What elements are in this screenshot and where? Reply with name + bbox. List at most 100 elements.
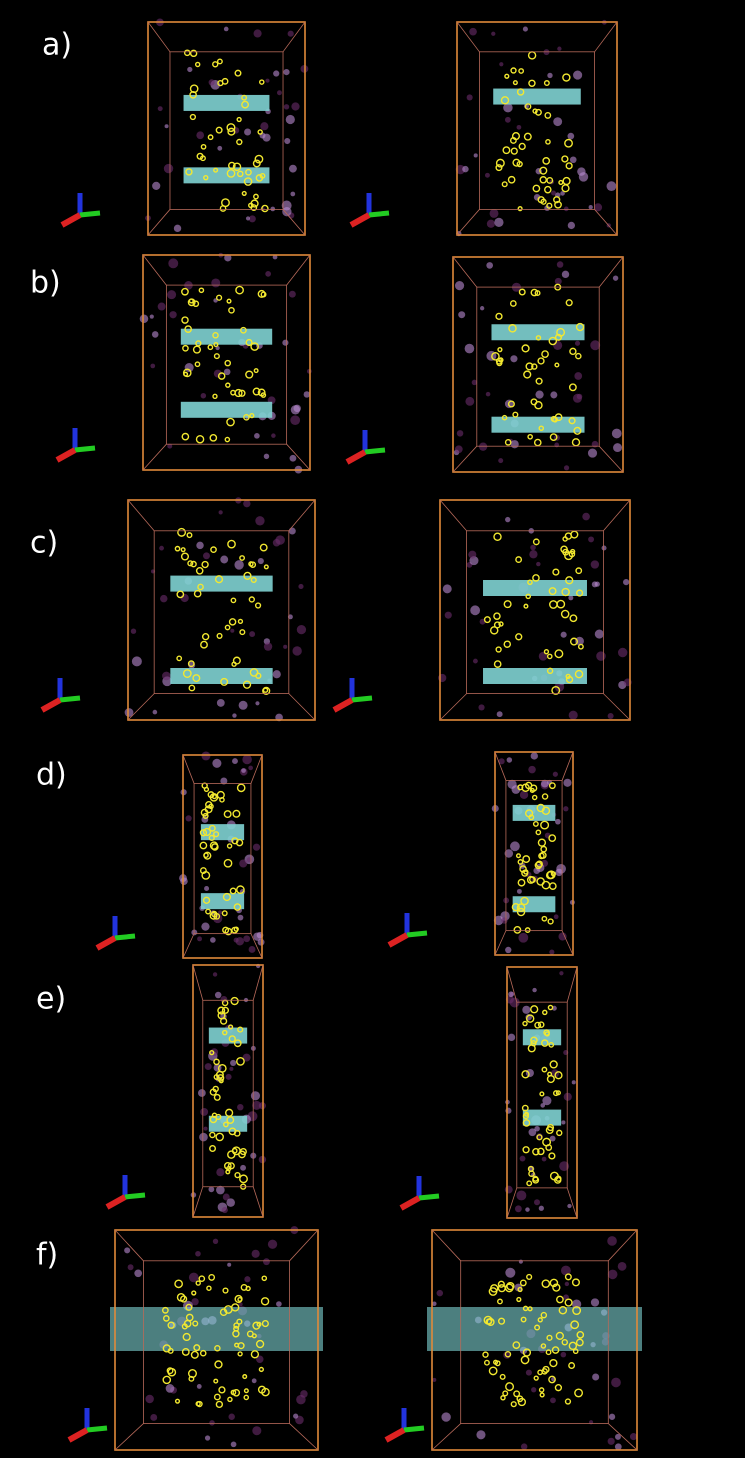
particle [505, 1268, 515, 1278]
particle [623, 579, 629, 585]
particle [441, 1412, 450, 1421]
particle [575, 341, 580, 346]
particle [284, 104, 289, 109]
particle [525, 1207, 529, 1211]
axis-y [125, 1195, 145, 1197]
particle [254, 29, 262, 37]
particle [180, 877, 188, 885]
particle [240, 1165, 246, 1171]
particle [551, 190, 556, 195]
particle [255, 701, 259, 705]
particle [561, 632, 567, 638]
particle [289, 528, 296, 535]
particle [534, 1199, 540, 1205]
particle [491, 32, 495, 36]
particle [244, 1276, 250, 1282]
particle [210, 937, 216, 943]
particle [437, 1290, 443, 1296]
particle [582, 513, 590, 521]
particle [254, 433, 260, 439]
particle [277, 90, 282, 95]
particle [134, 1269, 142, 1277]
particle [539, 1206, 544, 1211]
particle [246, 216, 250, 220]
particle [542, 1157, 547, 1162]
particle [128, 1264, 134, 1270]
particle [612, 429, 622, 439]
particle [505, 117, 511, 123]
particle [237, 1104, 243, 1110]
particle [185, 363, 194, 372]
slab [209, 1028, 247, 1044]
particle [547, 73, 552, 78]
particle [556, 864, 566, 874]
particle [577, 394, 583, 400]
particle [564, 1093, 572, 1101]
particle [515, 1205, 522, 1212]
particle [159, 546, 164, 551]
particle [473, 659, 478, 664]
axis-y [80, 213, 100, 215]
particle [282, 340, 288, 346]
particle [558, 932, 566, 940]
panel-label: a) [42, 28, 72, 63]
particle [304, 391, 310, 397]
axis-y [369, 213, 389, 215]
particle [217, 699, 225, 707]
particle [167, 290, 176, 299]
particle [232, 713, 236, 717]
particle [613, 443, 622, 452]
particle [486, 262, 493, 269]
particle [508, 991, 514, 997]
axis-y [365, 450, 385, 452]
particle [465, 344, 475, 354]
particle [252, 1378, 257, 1383]
particle [230, 629, 234, 633]
particle [226, 1074, 232, 1080]
particle [596, 651, 605, 660]
particle [152, 331, 159, 338]
particle [553, 117, 562, 126]
axis-y [75, 448, 95, 450]
particle [252, 1250, 260, 1258]
particle [249, 946, 256, 953]
particle [283, 645, 287, 649]
particle [150, 315, 154, 319]
particle [273, 670, 281, 678]
particle [572, 1080, 576, 1084]
particle [568, 222, 575, 229]
particle [152, 182, 160, 190]
particle [232, 758, 238, 764]
panel-label: e) [36, 982, 66, 1017]
particle [169, 311, 176, 318]
slab [201, 824, 244, 840]
particle [569, 711, 578, 720]
particle [244, 128, 251, 135]
particle [494, 218, 503, 227]
particle [165, 124, 169, 128]
particle [220, 996, 227, 1003]
particle [196, 131, 204, 139]
particle [131, 628, 136, 633]
particle [215, 992, 221, 998]
particle [275, 535, 284, 544]
particle [531, 752, 538, 759]
particle [289, 291, 296, 298]
particle [164, 164, 173, 173]
particle [443, 584, 452, 593]
particle [608, 1270, 618, 1280]
particle [532, 988, 536, 992]
particle [253, 844, 260, 851]
particle [476, 1430, 485, 1439]
particle [516, 1190, 526, 1200]
particle [290, 415, 300, 425]
particle [557, 47, 561, 51]
particle [536, 562, 540, 566]
particle [217, 146, 222, 151]
particle [195, 1251, 201, 1257]
particle [568, 133, 575, 140]
particle [528, 766, 535, 773]
particle [283, 69, 289, 75]
particle [553, 341, 562, 350]
particle [591, 1298, 599, 1306]
